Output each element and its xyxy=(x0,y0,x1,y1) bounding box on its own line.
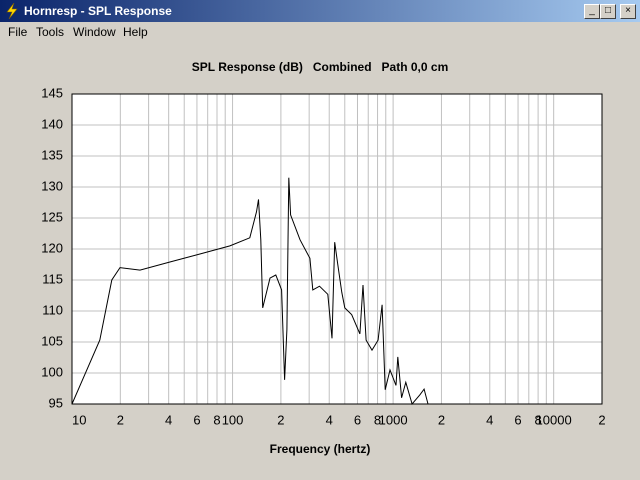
x-tick-label: 2 xyxy=(117,412,124,427)
y-tick-label: 130 xyxy=(41,178,63,193)
x-tick-label: 10000 xyxy=(536,412,572,427)
y-tick-label: 140 xyxy=(41,116,63,131)
x-tick-label: 6 xyxy=(193,412,200,427)
x-tick-label: 1000 xyxy=(379,412,408,427)
title-bar: Hornresp - SPL Response _ □ × xyxy=(0,0,640,22)
x-tick-label: 2 xyxy=(438,412,445,427)
y-tick-label: 95 xyxy=(49,395,63,410)
chart: SPL Response (dB) Combined Path 0,0 cm F… xyxy=(41,60,605,456)
y-tick-label: 135 xyxy=(41,147,63,162)
x-tick-label: 2 xyxy=(277,412,284,427)
menu-item[interactable]: Help xyxy=(123,25,148,39)
close-button[interactable]: × xyxy=(620,4,636,19)
app-icon xyxy=(6,3,18,19)
y-tick-label: 100 xyxy=(41,364,63,379)
x-tick-label: 6 xyxy=(514,412,521,427)
x-tick-label: 8 xyxy=(213,412,220,427)
menu-item[interactable]: File xyxy=(8,25,28,39)
x-tick-label: 10 xyxy=(72,412,86,427)
x-tick-label: 2 xyxy=(598,412,605,427)
x-axis-label: Frequency (hertz) xyxy=(270,442,371,456)
x-tick-label: 4 xyxy=(326,412,333,427)
x-tick-label: 8 xyxy=(534,412,541,427)
menu-item[interactable]: Window xyxy=(73,25,116,39)
plot-border xyxy=(71,93,603,405)
menu-item[interactable]: Tools xyxy=(36,25,65,39)
y-tick-label: 110 xyxy=(42,302,63,317)
x-tick-label: 8 xyxy=(374,412,381,427)
x-tick-label: 100 xyxy=(222,412,244,427)
y-tick-label: 120 xyxy=(41,240,63,255)
menu-bar: File Tools Window Help xyxy=(0,22,640,40)
spl-curve xyxy=(71,177,429,406)
minimize-button[interactable]: _ xyxy=(584,4,600,19)
window-title: Hornresp - SPL Response xyxy=(24,4,172,18)
x-tick-label: 4 xyxy=(165,412,172,427)
x-tick-label: 4 xyxy=(486,412,493,427)
y-tick-label: 125 xyxy=(41,209,63,224)
y-tick-label: 145 xyxy=(41,85,63,100)
x-tick-label: 6 xyxy=(354,412,361,427)
y-tick-label: 115 xyxy=(42,271,63,286)
chart-title: SPL Response (dB) Combined Path 0,0 cm xyxy=(192,60,449,74)
maximize-button[interactable]: □ xyxy=(600,4,616,19)
y-tick-label: 105 xyxy=(41,333,63,348)
